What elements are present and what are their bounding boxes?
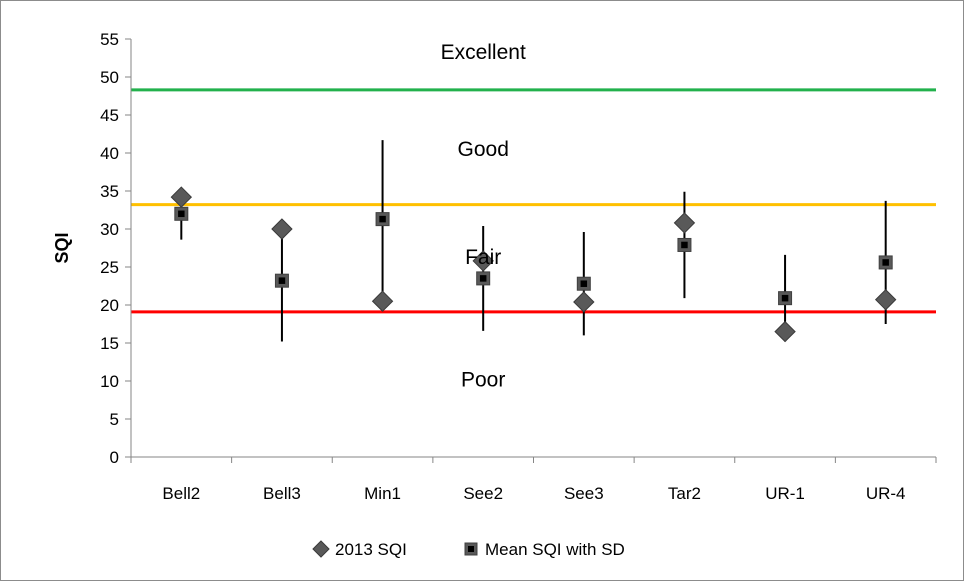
y-tick-label: 50 bbox=[100, 68, 119, 87]
x-tick-label: Min1 bbox=[364, 484, 401, 503]
point-mean-sqi bbox=[476, 271, 491, 286]
square-marker-inner bbox=[681, 241, 688, 249]
y-tick-label: 5 bbox=[110, 410, 119, 429]
point-mean-sqi bbox=[878, 255, 893, 270]
point-mean-sqi bbox=[174, 206, 189, 221]
point-mean-sqi bbox=[576, 276, 591, 291]
y-axis-title: SQI bbox=[52, 232, 72, 263]
point-2013-sqi bbox=[371, 290, 394, 312]
x-tick-label: See2 bbox=[463, 484, 503, 503]
zone-labels: Excellent Good Fair Poor bbox=[441, 41, 526, 392]
legend: 2013 SQI Mean SQI with SD bbox=[312, 540, 625, 559]
point-2013-sqi bbox=[774, 320, 796, 343]
legend-label-2013-sqi: 2013 SQI bbox=[335, 540, 407, 559]
zone-label: Good bbox=[458, 138, 509, 161]
point-mean-sqi bbox=[778, 291, 793, 306]
square-marker-inner bbox=[278, 277, 286, 284]
x-tick-label: UR-4 bbox=[866, 484, 906, 503]
square-marker-inner bbox=[580, 280, 588, 287]
zone-label: Excellent bbox=[441, 41, 526, 64]
axes: 0 5 10 15 20 25 30 35 40 45 50 55 Bell2 Bell3 Min1 See2… bbox=[52, 30, 937, 503]
point-2013-sqi bbox=[271, 218, 293, 240]
y-tick-label: 25 bbox=[100, 258, 119, 277]
point-2013-sqi bbox=[673, 212, 696, 234]
x-tick-label: Bell2 bbox=[162, 484, 200, 503]
point-2013-sqi bbox=[874, 288, 897, 311]
point-2013-sqi bbox=[472, 250, 494, 272]
y-tick-label: 40 bbox=[100, 144, 119, 163]
y-tick-label: 45 bbox=[100, 106, 119, 125]
x-tick-label: See3 bbox=[564, 484, 604, 503]
x-tick-label: Bell3 bbox=[263, 484, 301, 503]
point-mean-sqi bbox=[375, 212, 390, 227]
legend-square-icon bbox=[464, 542, 478, 556]
data-markers bbox=[170, 186, 897, 343]
y-tick-label: 30 bbox=[100, 220, 119, 239]
x-tick-label: UR-1 bbox=[765, 484, 805, 503]
legend-diamond-icon bbox=[312, 540, 330, 558]
legend-label-mean-sqi: Mean SQI with SD bbox=[485, 540, 625, 559]
y-tick-label: 10 bbox=[100, 372, 119, 391]
square-marker-inner bbox=[178, 210, 185, 218]
threshold-lines bbox=[131, 88, 936, 314]
square-marker-inner bbox=[882, 259, 889, 266]
square-marker-inner bbox=[379, 215, 386, 223]
y-tick-label: 20 bbox=[100, 296, 119, 315]
y-tick-label: 0 bbox=[110, 448, 119, 467]
square-marker-inner bbox=[781, 294, 789, 302]
point-mean-sqi bbox=[677, 237, 692, 252]
point-2013-sqi bbox=[573, 291, 595, 313]
square-marker-inner bbox=[468, 546, 474, 552]
zone-label: Poor bbox=[461, 368, 505, 391]
square-marker-inner bbox=[479, 275, 487, 282]
zone-label: Fair bbox=[465, 246, 501, 269]
point-mean-sqi bbox=[274, 273, 289, 288]
y-tick-label: 35 bbox=[100, 182, 119, 201]
y-tick-label: 55 bbox=[100, 30, 119, 49]
x-tick-label: Tar2 bbox=[668, 484, 701, 503]
y-tick-label: 15 bbox=[100, 334, 119, 353]
